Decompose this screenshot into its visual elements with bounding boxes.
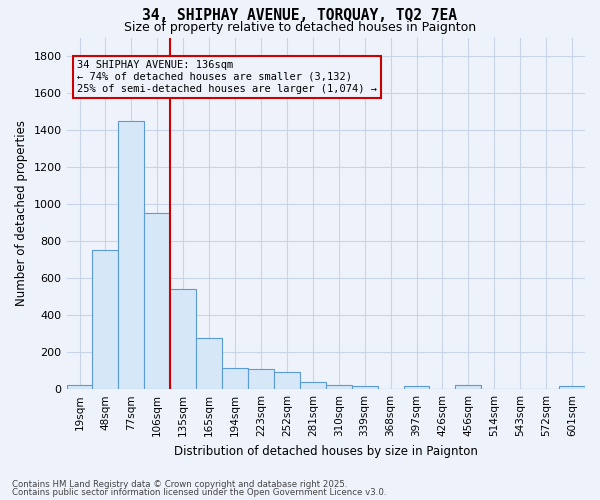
Text: 34, SHIPHAY AVENUE, TORQUAY, TQ2 7EA: 34, SHIPHAY AVENUE, TORQUAY, TQ2 7EA	[143, 8, 458, 22]
Text: Size of property relative to detached houses in Paignton: Size of property relative to detached ho…	[124, 21, 476, 34]
Bar	[300, 382, 326, 389]
Text: Contains public sector information licensed under the Open Government Licence v3: Contains public sector information licen…	[12, 488, 386, 497]
Text: 34 SHIPHAY AVENUE: 136sqm
← 74% of detached houses are smaller (3,132)
25% of se: 34 SHIPHAY AVENUE: 136sqm ← 74% of detac…	[77, 60, 377, 94]
Bar	[145, 214, 170, 389]
X-axis label: Distribution of detached houses by size in Paignton: Distribution of detached houses by size …	[174, 444, 478, 458]
Bar	[455, 386, 481, 389]
Bar	[326, 384, 352, 389]
Bar	[352, 386, 377, 389]
Bar	[118, 121, 145, 389]
Bar	[248, 369, 274, 389]
Bar	[404, 386, 430, 389]
Bar	[196, 338, 222, 389]
Bar	[92, 250, 118, 389]
Y-axis label: Number of detached properties: Number of detached properties	[15, 120, 28, 306]
Bar	[67, 386, 92, 389]
Bar	[222, 368, 248, 389]
Text: Contains HM Land Registry data © Crown copyright and database right 2025.: Contains HM Land Registry data © Crown c…	[12, 480, 347, 489]
Bar	[559, 386, 585, 389]
Bar	[274, 372, 300, 389]
Bar	[170, 289, 196, 389]
